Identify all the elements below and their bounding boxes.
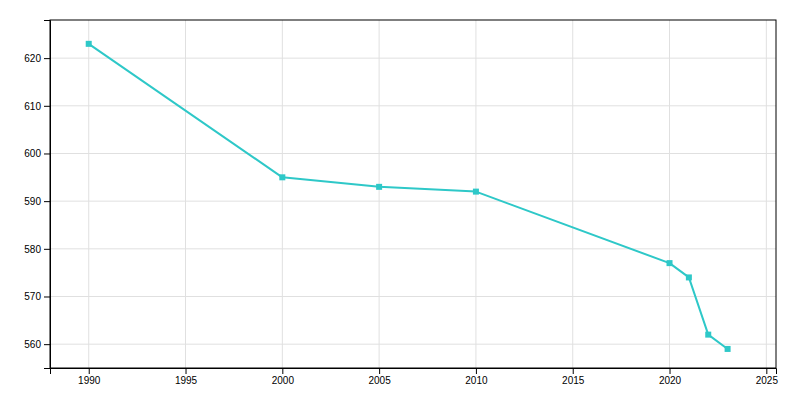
tick-mark	[44, 58, 50, 59]
chart: 1990 1995 2000 2005 2010 2015 2020 2025 560 570 58…	[0, 0, 800, 400]
tick-mark	[44, 249, 50, 250]
line	[89, 44, 728, 349]
tick-label: 2000	[272, 375, 295, 386]
grid-line	[185, 20, 186, 368]
tick-label: 560	[24, 339, 41, 350]
tick: 2020	[659, 368, 682, 386]
marker	[705, 332, 711, 338]
grid-line	[88, 20, 89, 368]
tick-label: 570	[24, 291, 41, 302]
tick-mark	[44, 344, 50, 345]
marker	[686, 274, 692, 280]
tick-label: 590	[24, 196, 41, 207]
x-axis: 1990 1995 2000 2005 2010 2015 2020 2025	[51, 368, 779, 386]
grid-line	[50, 296, 776, 297]
marker	[725, 346, 731, 352]
tick: 620	[24, 53, 50, 64]
tick-mark	[670, 368, 671, 374]
grid-line	[50, 201, 776, 202]
grid-line	[669, 20, 670, 368]
grid-line	[572, 20, 573, 368]
tick-mark	[89, 368, 90, 374]
tick-label: 600	[24, 148, 41, 159]
grid-line	[50, 248, 776, 249]
tick-label: 1990	[78, 375, 101, 386]
marker	[473, 189, 479, 195]
tick-mark	[44, 201, 50, 202]
tick-label: 580	[24, 244, 41, 255]
tick-mark	[766, 368, 767, 374]
tick-mark	[44, 106, 50, 107]
tick: 2010	[465, 368, 488, 386]
tick-mark	[476, 368, 477, 374]
tick-label: 2015	[562, 375, 585, 386]
marker	[279, 174, 285, 180]
tick: 2000	[272, 368, 295, 386]
tick: 2005	[368, 368, 391, 386]
grid-line	[50, 153, 776, 154]
tick-label: 620	[24, 53, 41, 64]
tick-label: 610	[24, 101, 41, 112]
tick-mark	[44, 296, 50, 297]
marker	[376, 184, 382, 190]
grid-line	[50, 344, 776, 345]
y-axis: 560 570 580 590 600 610 620	[24, 21, 50, 369]
grid-line	[50, 58, 776, 59]
plot: 1990 1995 2000 2005 2010 2015 2020 2025 560 570 58…	[24, 20, 778, 386]
tick: 560	[24, 339, 50, 350]
marks	[86, 41, 731, 352]
tick-label: 1995	[175, 375, 198, 386]
tick: 1995	[175, 368, 198, 386]
plot-frame	[50, 20, 776, 368]
tick-label: 2025	[756, 375, 779, 386]
axis-line	[51, 369, 777, 375]
marker	[86, 41, 92, 47]
grid-line	[766, 20, 767, 368]
grid-line	[282, 20, 283, 368]
tick: 2025	[756, 368, 779, 386]
tick-label: 2010	[465, 375, 488, 386]
tick-label: 2020	[659, 375, 682, 386]
grid-line	[50, 105, 776, 106]
grid	[50, 20, 776, 368]
tick: 570	[24, 291, 50, 302]
tick: 580	[24, 244, 50, 255]
tick-label: 2005	[368, 375, 391, 386]
grid-line	[379, 20, 380, 368]
axis-line	[44, 21, 51, 369]
tick: 600	[24, 148, 50, 159]
tick-mark	[379, 368, 380, 374]
marker	[667, 260, 673, 266]
tick-mark	[44, 153, 50, 154]
tick: 610	[24, 101, 50, 112]
tick-mark	[573, 368, 574, 374]
tick-mark	[282, 368, 283, 374]
tick: 590	[24, 196, 50, 207]
tick: 1990	[78, 368, 101, 386]
tick: 2015	[562, 368, 585, 386]
tick-mark	[186, 368, 187, 374]
